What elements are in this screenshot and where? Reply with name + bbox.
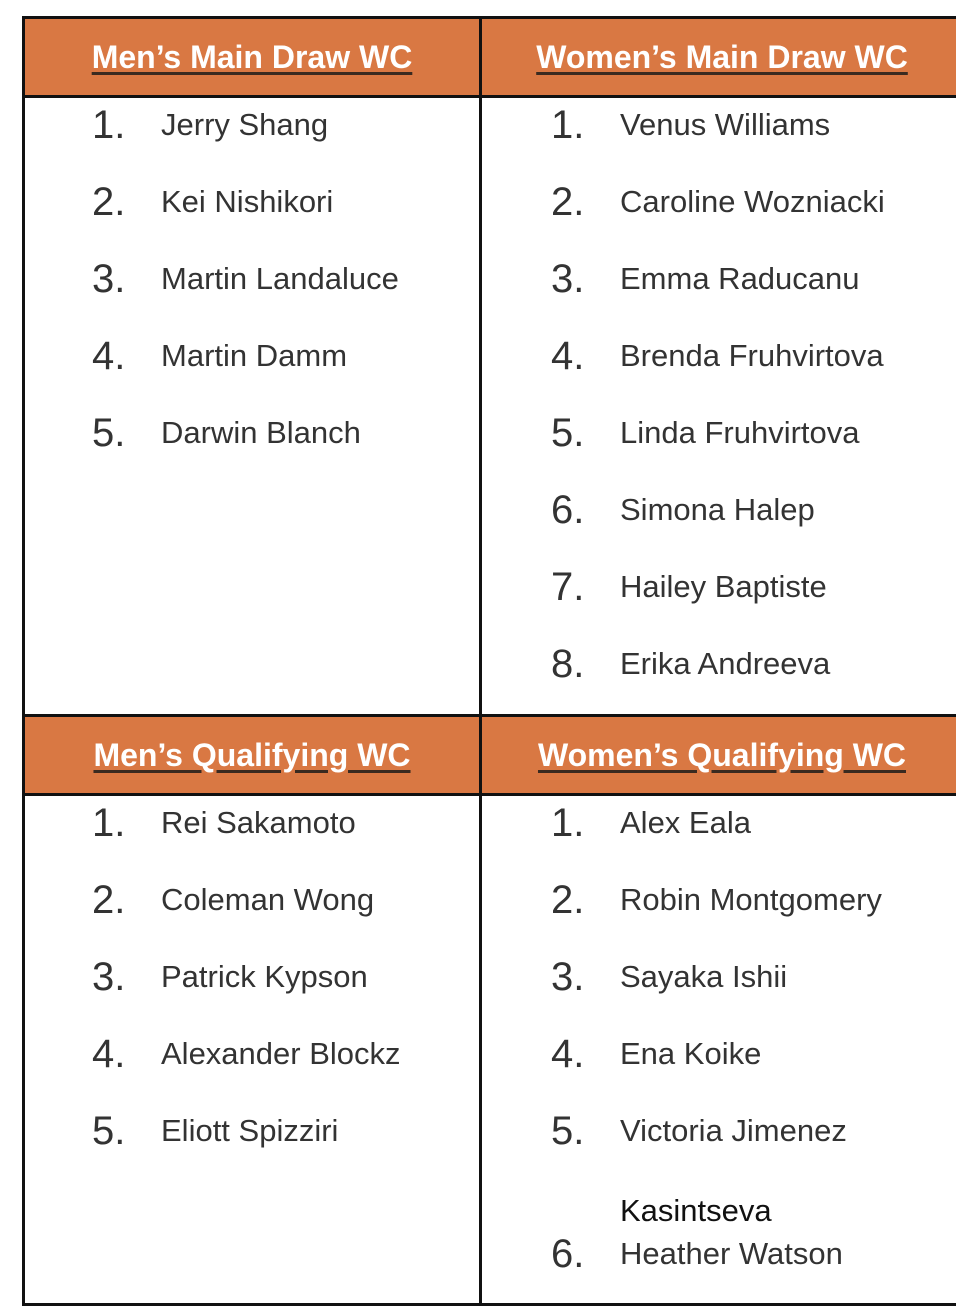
item-number: 6. <box>551 488 585 532</box>
item-number: 4. <box>551 1032 585 1076</box>
item-number: 1. <box>92 801 126 845</box>
player-name: Emma Raducanu <box>620 261 860 296</box>
item-number: 3. <box>551 257 585 301</box>
item-number: 5. <box>551 1109 585 1153</box>
item-number: 4. <box>92 1032 126 1076</box>
list-item: 2. Coleman Wong <box>92 880 401 957</box>
player-name: Patrick Kypson <box>161 959 368 994</box>
player-name: Sayaka Ishii <box>620 959 788 994</box>
player-name: Simona Halep <box>620 492 815 527</box>
player-name: Brenda Fruhvirtova <box>620 338 884 373</box>
item-number: 3. <box>92 955 126 999</box>
list-item: 4. Martin Damm <box>92 336 399 413</box>
player-name: Alex Eala <box>620 805 751 840</box>
header-title: Women’s Qualifying WC <box>537 736 906 773</box>
header-womens-qualifying: Women’s Qualifying WC <box>482 714 956 796</box>
list-item: 5. Darwin Blanch <box>92 413 399 490</box>
list-item: 5. Victoria Jimenez <box>551 1111 882 1188</box>
header-title: Women’s Main Draw WC <box>536 38 908 75</box>
item-number: 2. <box>92 878 126 922</box>
player-name: Victoria Jimenez <box>620 1113 847 1148</box>
item-number: 2. <box>551 180 585 224</box>
player-name: Hailey Baptiste <box>620 569 827 604</box>
list-item: 5. Linda Fruhvirtova <box>551 413 885 490</box>
player-name: Coleman Wong <box>161 882 375 917</box>
list-item: 4. Brenda Fruhvirtova <box>551 336 885 413</box>
column-divider <box>479 16 482 1306</box>
player-name: Robin Montgomery <box>620 882 882 917</box>
list-item: 1. Rei Sakamoto <box>92 803 401 880</box>
list-womens-qualifying: 1. Alex Eala 2. Robin Montgomery 3. Sayaka Is… <box>551 795 882 1311</box>
player-name-continued: Kasintseva <box>620 1193 772 1228</box>
header-mens-qualifying: Men’s Qualifying WC <box>25 714 479 796</box>
player-name: Venus Williams <box>620 107 831 142</box>
header-womens-main: Women’s Main Draw WC <box>482 19 956 98</box>
item-number: 2. <box>92 180 126 224</box>
player-name: Martin Landaluce <box>161 261 399 296</box>
player-name: Darwin Blanch <box>161 415 361 450</box>
list-mens-qualifying: 1. Rei Sakamoto 2. Coleman Wong 3. Patrick Ky… <box>92 795 401 1188</box>
list-item: 1. Alex Eala <box>551 803 882 880</box>
player-name: Kei Nishikori <box>161 184 334 219</box>
list-item: 4. Ena Koike <box>551 1034 882 1111</box>
item-number: 1. <box>92 103 126 147</box>
list-item: 3. Martin Landaluce <box>92 259 399 336</box>
list-item: 2. Kei Nishikori <box>92 182 399 259</box>
item-number: 5. <box>92 411 126 455</box>
list-item: 2. Caroline Wozniacki <box>551 182 885 259</box>
player-name: Eliott Spizziri <box>161 1113 339 1148</box>
player-name: Jerry Shang <box>161 107 329 142</box>
player-name: Rei Sakamoto <box>161 805 356 840</box>
item-number: 3. <box>551 955 585 999</box>
list-item: 2. Robin Montgomery <box>551 880 882 957</box>
player-name: Alexander Blockz <box>161 1036 401 1071</box>
item-number: 1. <box>551 103 585 147</box>
list-item: 6. Simona Halep <box>551 490 885 567</box>
list-womens-main: 1. Venus Williams 2. Caroline Wozniacki 3. Em… <box>551 97 885 721</box>
player-name: Erika Andreeva <box>620 646 831 681</box>
player-name: Caroline Wozniacki <box>620 184 885 219</box>
item-number: 5. <box>551 411 585 455</box>
item-number: 6. <box>551 1232 585 1276</box>
item-number: 2. <box>551 878 585 922</box>
wildcard-table <box>22 16 956 1306</box>
list-item: 3. Emma Raducanu <box>551 259 885 336</box>
list-item: 1. Jerry Shang <box>92 105 399 182</box>
player-name: Ena Koike <box>620 1036 762 1071</box>
list-item: 8. Erika Andreeva <box>551 644 885 721</box>
item-number: 4. <box>551 334 585 378</box>
header-title: Men’s Qualifying WC <box>93 736 411 773</box>
item-number: 5. <box>92 1109 126 1153</box>
header-mens-main: Men’s Main Draw WC <box>25 19 479 98</box>
list-item: 3. Sayaka Ishii <box>551 957 882 1034</box>
list-mens-main: 1. Jerry Shang 2. Kei Nishikori 3. Martin Lan… <box>92 97 399 490</box>
item-number: 7. <box>551 565 585 609</box>
list-item: 6. Heather Watson <box>551 1234 882 1311</box>
item-number: 1. <box>551 801 585 845</box>
list-item: 4. Alexander Blockz <box>92 1034 401 1111</box>
header-title: Men’s Main Draw WC <box>91 38 413 75</box>
player-name: Heather Watson <box>620 1236 843 1271</box>
item-number: 4. <box>92 334 126 378</box>
list-item: 5. Eliott Spizziri <box>92 1111 401 1188</box>
item-number: 3. <box>92 257 126 301</box>
list-item: 3. Patrick Kypson <box>92 957 401 1034</box>
item-number: 8. <box>551 642 585 686</box>
list-item: 1. Venus Williams <box>551 105 885 182</box>
player-name: Martin Damm <box>161 338 348 373</box>
player-name: Linda Fruhvirtova <box>620 415 860 450</box>
list-item: 7. Hailey Baptiste <box>551 567 885 644</box>
